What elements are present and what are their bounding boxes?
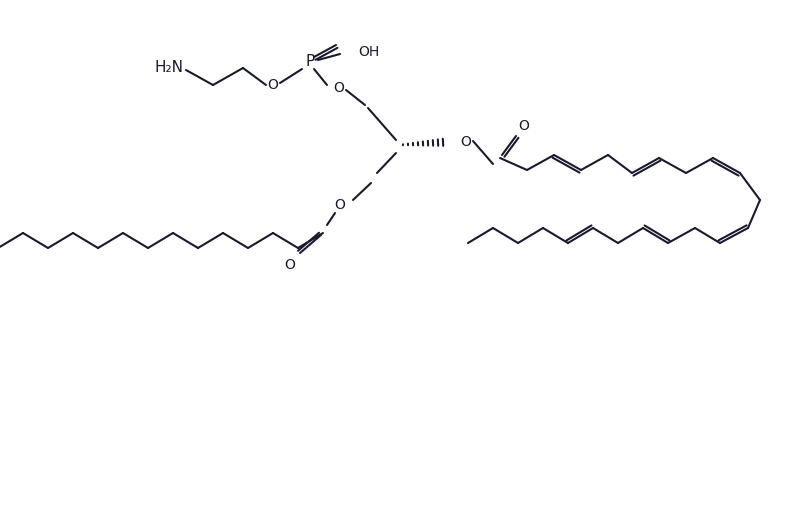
Text: O: O: [461, 135, 472, 149]
Text: O: O: [519, 119, 529, 133]
Text: O: O: [334, 198, 345, 212]
Text: H₂N: H₂N: [154, 61, 183, 75]
Text: OH: OH: [358, 45, 379, 59]
Text: O: O: [268, 78, 279, 92]
Text: P: P: [305, 55, 315, 70]
Text: O: O: [284, 258, 295, 272]
Text: O: O: [334, 81, 345, 95]
